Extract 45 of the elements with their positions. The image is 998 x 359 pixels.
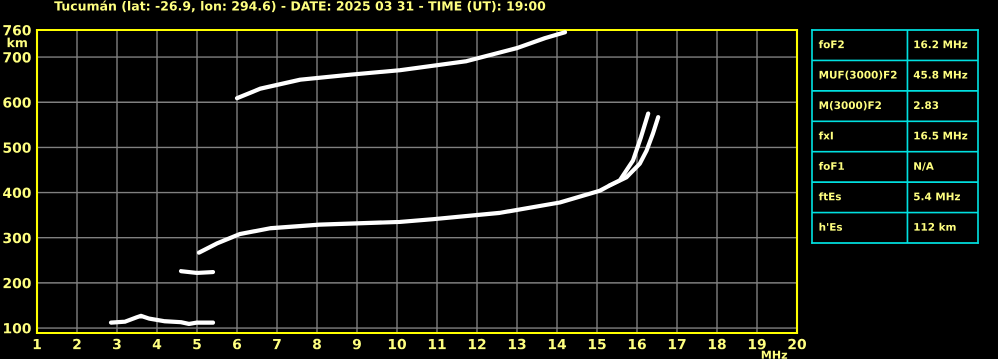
x-tick-label: 13: [508, 338, 526, 350]
x-tick-label: 10: [388, 338, 406, 350]
y-tick-label: 400: [3, 188, 31, 198]
x-tick-label: 12: [468, 338, 486, 350]
x-axis-title: MHz: [762, 350, 788, 359]
y-tick-label: 500: [4, 142, 31, 153]
text: 16.5 MHz: [914, 132, 968, 140]
text: N/A: [914, 162, 934, 171]
text: 5.4 MHz: [914, 192, 960, 200]
text: 112 km: [914, 222, 956, 231]
text: ftEs: [818, 192, 841, 200]
x-tick-label: 4: [152, 338, 162, 350]
text: foF2: [818, 40, 844, 48]
x-tick-label: 3: [113, 338, 121, 350]
x-tick-label: 2: [73, 338, 81, 350]
y-axis-title: km: [8, 38, 27, 48]
y-tick-label: 200: [4, 278, 31, 288]
x-tick-label: 16: [628, 338, 646, 350]
x-tick-label: 19: [748, 338, 766, 350]
text: foF1: [818, 162, 844, 170]
x-tick-label: 17: [668, 338, 686, 350]
text: 16.2 MHz: [914, 40, 968, 48]
x-tick-label: 14: [548, 338, 566, 350]
y-tick-label: 100: [4, 323, 31, 334]
x-tick-label: 7: [273, 338, 281, 350]
text: h'Es: [820, 222, 842, 231]
x-tick-label: 5: [193, 338, 201, 350]
y-tick-label: 300: [3, 232, 31, 244]
text: fxI: [818, 131, 833, 140]
x-tick-label: 8: [313, 338, 321, 350]
y-tick-label: 600: [3, 97, 31, 108]
x-tick-label: 20: [788, 338, 806, 350]
text: 2.83: [914, 101, 938, 110]
text: 45.8 MHz: [914, 70, 968, 79]
text: M(3000)F2: [820, 101, 881, 110]
chart-title: Tucumán (lat: -26.9, lon: 294.6) - DATE: 2025 03 31 - TIME (UT): 19:00: [54, 0, 546, 12]
x-tick-label: 18: [708, 338, 726, 350]
x-tick-label: 1: [34, 338, 41, 350]
x-tick-label: 6: [233, 338, 242, 350]
y-tick-label: 760: [3, 24, 31, 36]
x-tick-label: 11: [428, 338, 446, 350]
x-tick-label: 9: [352, 338, 361, 350]
x-tick-label: 15: [588, 338, 606, 350]
text: MUF(3000)F2: [820, 70, 897, 80]
y-tick-label: 700: [3, 52, 31, 63]
